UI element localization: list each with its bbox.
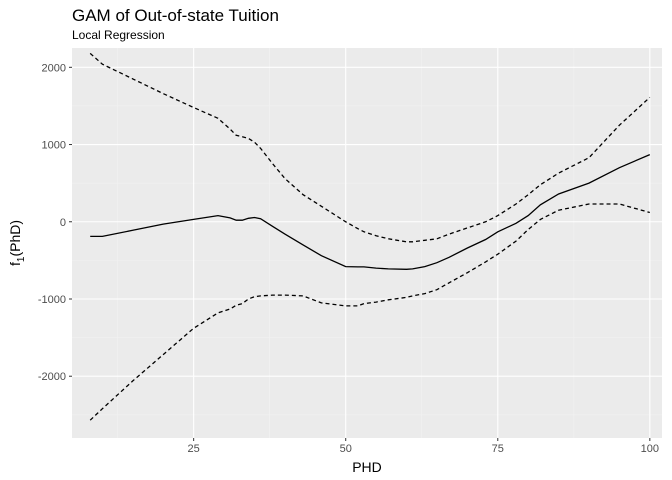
series-lines — [89, 52, 651, 421]
x-tick-label: 75 — [492, 443, 504, 455]
lower-confidence-line — [89, 203, 650, 421]
x-tick-label: 25 — [188, 443, 200, 455]
y-tick-label: 1000 — [42, 140, 66, 152]
y-axis-title: f1(PhD) — [7, 220, 27, 266]
x-tick-label: 100 — [641, 443, 659, 455]
minor-gridlines — [72, 48, 662, 438]
fit-line — [90, 154, 651, 270]
major-gridlines — [72, 48, 662, 438]
x-axis-title: PHD — [352, 459, 382, 475]
y-tick-label: -1000 — [38, 294, 66, 306]
y-axis-title-subscript: 1 — [16, 256, 27, 262]
chart-subtitle: Local Regression — [72, 28, 165, 42]
y-axis-ticks: -2000 -1000 0 1000 2000 — [38, 62, 72, 383]
chart-title: GAM of Out-of-state Tuition — [72, 6, 279, 25]
x-axis-ticks: 25 50 75 100 — [188, 438, 659, 455]
y-tick-label: 2000 — [42, 62, 66, 74]
y-tick-label: -2000 — [38, 371, 66, 383]
y-axis-title-main: f — [7, 262, 23, 266]
upper-confidence-line — [89, 52, 651, 243]
plot-panel — [72, 48, 662, 438]
x-tick-label: 50 — [340, 443, 352, 455]
y-axis-title-arg: (PhD) — [7, 220, 23, 257]
y-tick-label: 0 — [60, 217, 66, 229]
